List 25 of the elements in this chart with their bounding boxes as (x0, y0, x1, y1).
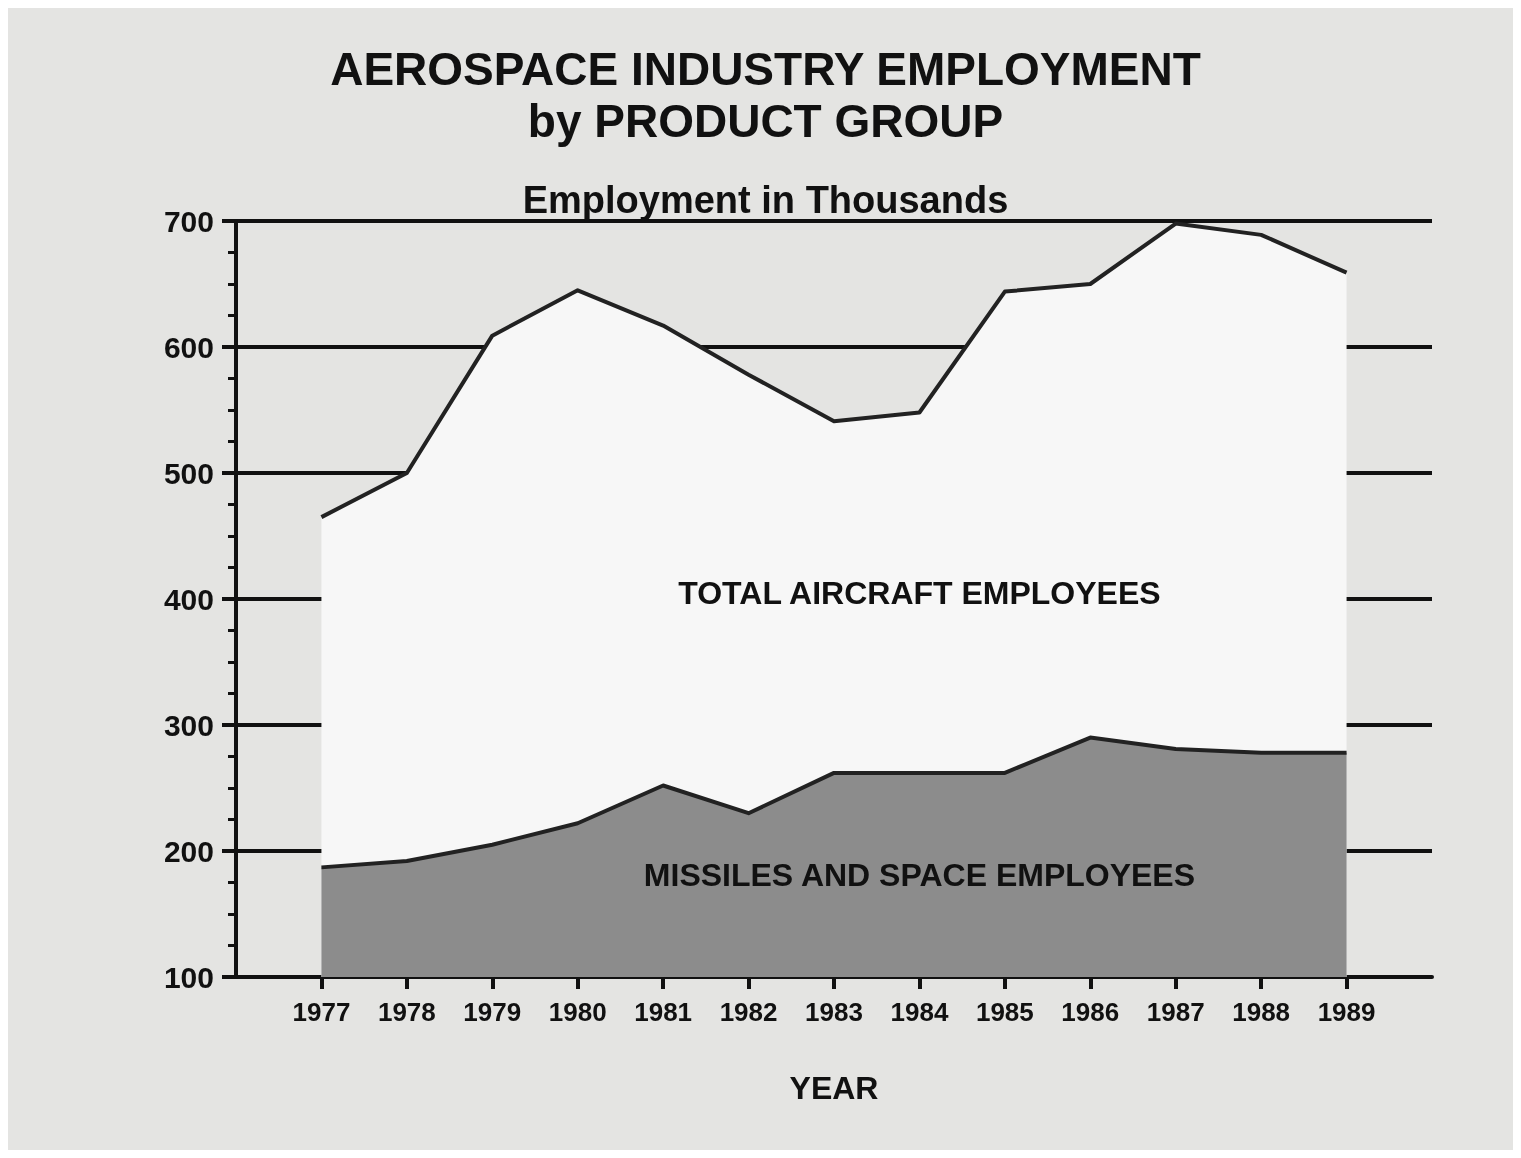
x-tick-label: 1986 (1061, 997, 1120, 1027)
x-axis-title: YEAR (789, 1070, 879, 1106)
x-tick-label: 1979 (463, 997, 522, 1027)
x-tick-label: 1980 (548, 997, 607, 1027)
y-tick-label: 400 (163, 582, 214, 616)
x-tick-label: 1982 (719, 997, 778, 1027)
x-tick-label: 1983 (805, 997, 863, 1027)
y-tick-label: 100 (163, 960, 214, 994)
chart-title: AEROSPACE INDUSTRY EMPLOYMENT by PRODUCT GROUP (330, 43, 1201, 147)
x-tick-label: 1987 (1146, 997, 1205, 1027)
y-tick-label: 700 (163, 204, 214, 238)
chart-subtitle: Employment in Thousands (522, 179, 1009, 221)
x-tick-label: 1984 (890, 997, 949, 1027)
series-label: MISSILES AND SPACE EMPLOYEES (643, 856, 1196, 893)
x-tick-label: 1977 (292, 997, 351, 1027)
x-tick-label: 1985 (975, 997, 1034, 1027)
y-tick-label: 300 (163, 708, 214, 742)
x-tick-label: 1978 (377, 997, 436, 1027)
y-tick-label: 200 (163, 834, 214, 868)
y-tick-label: 500 (163, 456, 214, 490)
y-tick-label: 600 (163, 330, 214, 364)
series-label: TOTAL AIRCRAFT EMPLOYEES (678, 574, 1161, 611)
x-tick-label: 1989 (1317, 997, 1376, 1027)
x-tick-label: 1981 (634, 997, 693, 1027)
x-tick-label: 1988 (1232, 997, 1291, 1027)
